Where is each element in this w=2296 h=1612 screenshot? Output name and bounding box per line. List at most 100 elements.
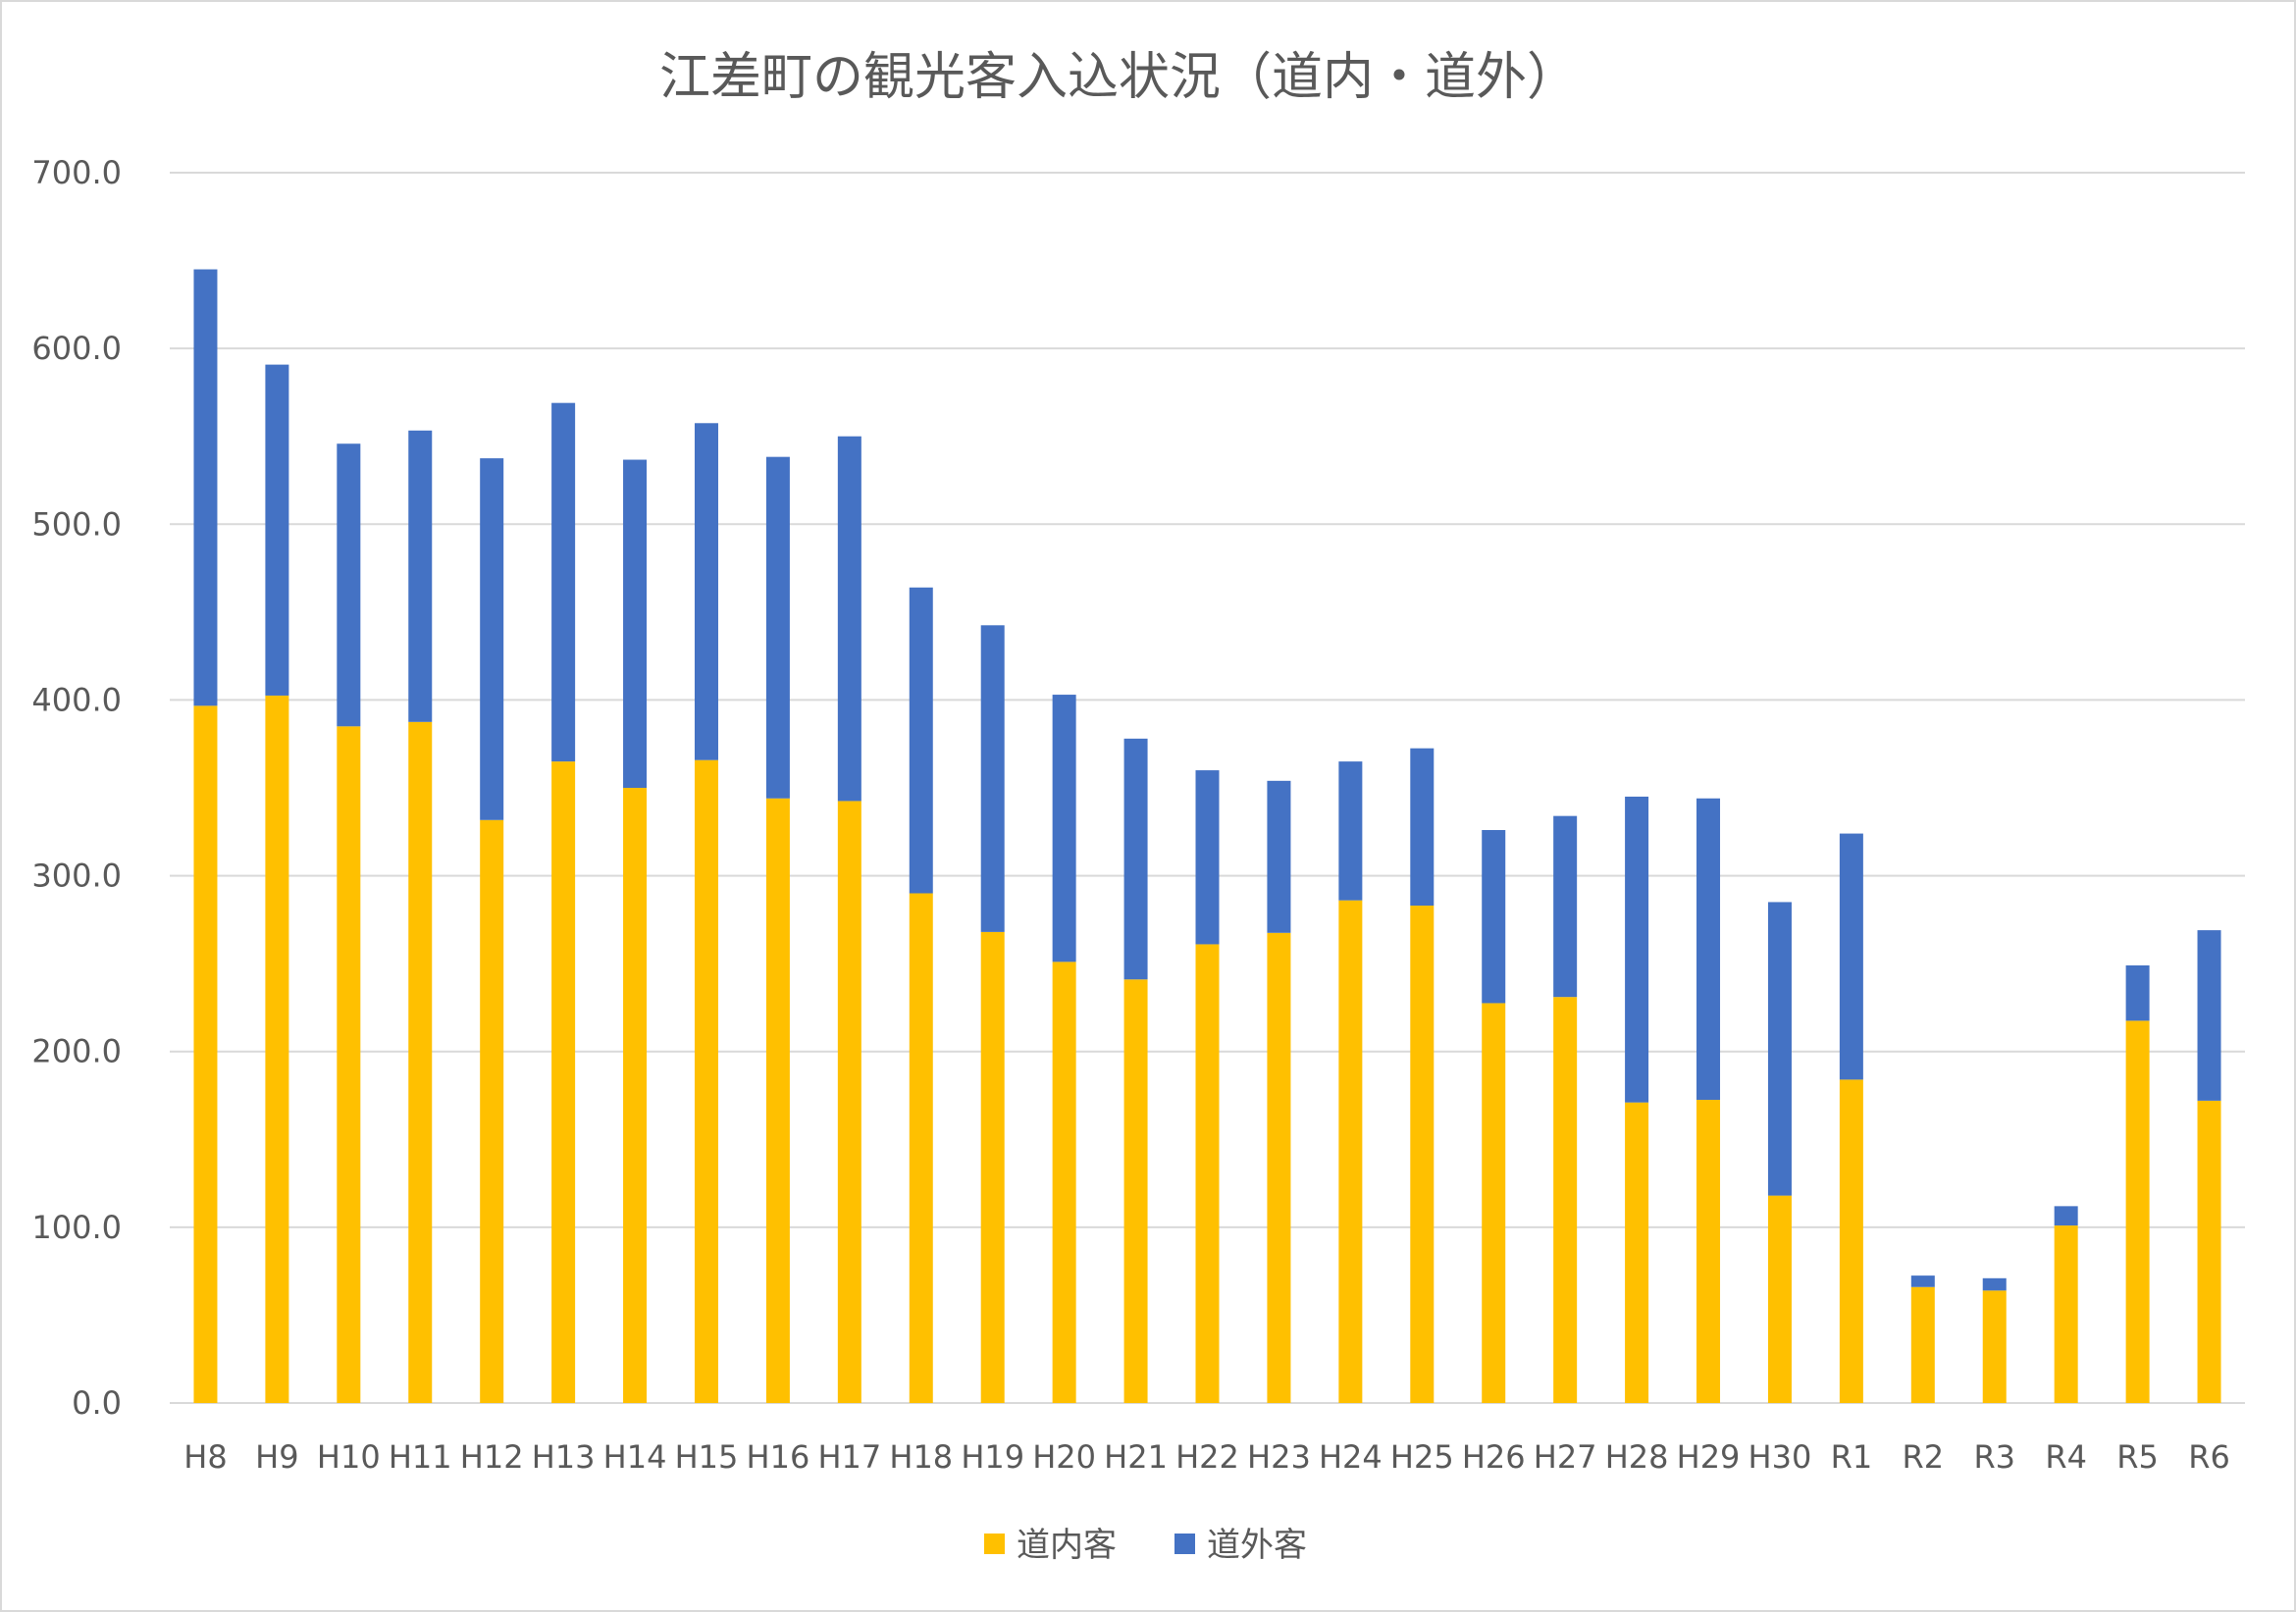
y-tick-label: 500.0 (31, 505, 122, 543)
y-tick-label: 400.0 (31, 681, 122, 718)
bar-domestic-H17 (837, 801, 861, 1403)
x-tick-label: H25 (1390, 1438, 1454, 1476)
bar-domestic-R2 (1910, 1286, 1935, 1403)
bar-outside-R3 (1982, 1277, 2007, 1291)
bar-domestic-H15 (694, 759, 718, 1403)
bar-outside-H20 (1052, 695, 1076, 962)
bar-outside-H23 (1267, 780, 1291, 933)
bar-outside-R2 (1910, 1275, 1935, 1287)
y-tick-label: 0.0 (72, 1384, 122, 1422)
x-tick-label: H15 (675, 1438, 739, 1476)
x-tick-label: H23 (1247, 1438, 1311, 1476)
x-tick-label: H17 (817, 1438, 881, 1476)
bar-outside-H8 (193, 269, 218, 706)
bar-outside-H12 (480, 458, 504, 820)
bar-domestic-H27 (1553, 997, 1578, 1403)
bar-domestic-H30 (1767, 1195, 1792, 1403)
bar-domestic-H16 (765, 798, 790, 1403)
bar-outside-H10 (337, 443, 361, 727)
bar-domestic-H23 (1267, 932, 1291, 1403)
x-tick-label: R5 (2116, 1438, 2159, 1476)
x-tick-label: H12 (460, 1438, 524, 1476)
bar-outside-H29 (1696, 798, 1721, 1100)
x-tick-label: H21 (1104, 1438, 1168, 1476)
x-tick-label: H27 (1534, 1438, 1597, 1476)
bar-outside-H22 (1195, 770, 1220, 945)
bar-domestic-R5 (2125, 1020, 2150, 1403)
x-tick-label: R6 (2188, 1438, 2230, 1476)
bar-domestic-H20 (1052, 962, 1076, 1403)
bar-domestic-H21 (1123, 979, 1148, 1403)
x-tick-label: H26 (1462, 1438, 1526, 1476)
bar-domestic-H24 (1338, 900, 1363, 1403)
bar-outside-H21 (1123, 738, 1148, 980)
x-tick-label: H16 (747, 1438, 810, 1476)
bar-outside-H17 (837, 436, 861, 802)
x-tick-label: H9 (255, 1438, 298, 1476)
bar-domestic-H18 (909, 893, 933, 1403)
x-tick-label: H28 (1605, 1438, 1669, 1476)
bar-outside-R1 (1839, 833, 1863, 1080)
legend-label: 道外客 (1207, 1526, 1307, 1565)
bar-outside-H24 (1338, 761, 1363, 901)
bar-outside-H18 (909, 587, 933, 894)
x-tick-label: H30 (1748, 1438, 1812, 1476)
bar-outside-H28 (1625, 796, 1649, 1103)
bar-domestic-H22 (1195, 944, 1220, 1403)
y-tick-label: 600.0 (31, 330, 122, 367)
bar-outside-H15 (694, 423, 718, 760)
x-tick-label: H8 (183, 1438, 227, 1476)
x-tick-label: H14 (603, 1438, 667, 1476)
x-tick-label: H13 (532, 1438, 596, 1476)
x-tick-label: H19 (961, 1438, 1024, 1476)
bar-domestic-H13 (551, 761, 576, 1403)
bar-domestic-R6 (2197, 1100, 2221, 1403)
bar-outside-H13 (551, 402, 576, 762)
bar-domestic-H25 (1410, 906, 1435, 1403)
bar-outside-R4 (2054, 1206, 2078, 1226)
bar-outside-H25 (1410, 748, 1435, 907)
bar-outside-R6 (2197, 930, 2221, 1101)
bar-domestic-H8 (193, 705, 218, 1403)
bar-domestic-H28 (1625, 1102, 1649, 1403)
bar-outside-H26 (1482, 829, 1506, 1004)
chart-title: 江差町の観光客入込状況（道内・道外） (659, 48, 1578, 107)
bar-domestic-R1 (1839, 1079, 1863, 1403)
x-tick-label: R4 (2045, 1438, 2087, 1476)
x-tick-label: H29 (1677, 1438, 1741, 1476)
x-tick-label: H20 (1032, 1438, 1096, 1476)
bar-domestic-H12 (480, 819, 504, 1403)
bar-outside-H19 (980, 625, 1005, 932)
bar-outside-H14 (623, 459, 648, 788)
legend-swatch (1174, 1534, 1195, 1554)
bar-outside-H9 (265, 364, 289, 696)
bar-domestic-R3 (1982, 1290, 2007, 1403)
bar-domestic-H10 (337, 726, 361, 1403)
bar-outside-H11 (408, 430, 433, 722)
y-tick-label: 200.0 (31, 1033, 122, 1070)
x-tick-label: H10 (317, 1438, 381, 1476)
bar-domestic-H11 (408, 721, 433, 1403)
y-tick-label: 700.0 (31, 154, 122, 191)
x-tick-label: R2 (1903, 1438, 1945, 1476)
bar-domestic-H14 (623, 788, 648, 1403)
bar-domestic-H9 (265, 695, 289, 1403)
legend-label: 道内客 (1017, 1526, 1117, 1565)
bar-domestic-H29 (1696, 1099, 1721, 1403)
x-tick-label: H18 (889, 1438, 953, 1476)
bar-domestic-R4 (2054, 1225, 2078, 1403)
x-tick-label: H24 (1319, 1438, 1383, 1476)
x-tick-label: R3 (1973, 1438, 2015, 1476)
bar-outside-R5 (2125, 964, 2150, 1021)
y-tick-label: 300.0 (31, 858, 122, 895)
bar-domestic-H26 (1482, 1003, 1506, 1403)
bar-outside-H30 (1767, 902, 1792, 1196)
legend-swatch (984, 1534, 1005, 1554)
x-tick-label: R1 (1831, 1438, 1873, 1476)
x-tick-label: H22 (1175, 1438, 1239, 1476)
bar-outside-H16 (765, 456, 790, 799)
y-tick-label: 100.0 (31, 1209, 122, 1246)
bar-outside-H27 (1553, 815, 1578, 998)
x-tick-label: H11 (389, 1438, 452, 1476)
